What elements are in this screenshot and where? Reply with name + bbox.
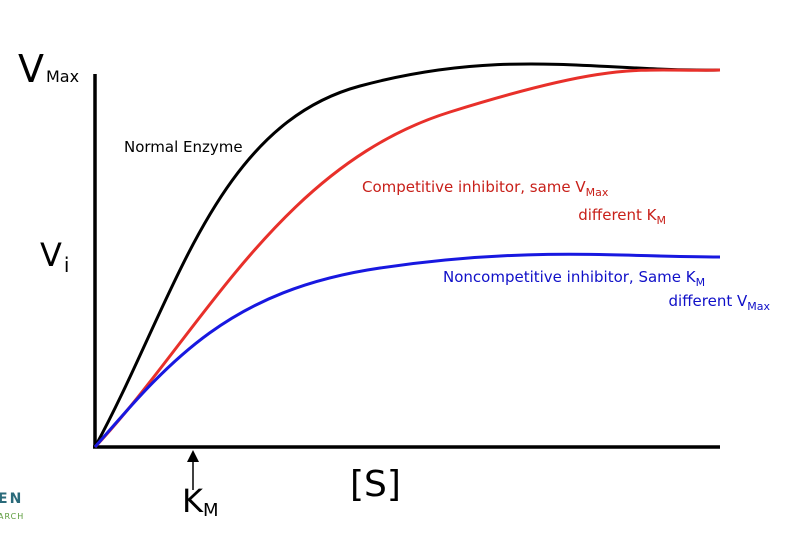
s-label: [S]: [350, 464, 401, 505]
logo-subtext: ARCH: [0, 512, 24, 521]
competitive-label: Competitive inhibitor, same VMax: [362, 178, 609, 199]
noncompetitive-label: Noncompetitive inhibitor, Same KM: [443, 268, 705, 289]
noncompetitive-curve: [93, 252, 721, 448]
noncompetitive-label-2: different VMax: [669, 292, 771, 313]
competitive-label-2: different KM: [578, 206, 666, 227]
vmax-label: V Max: [18, 47, 79, 91]
normal-curve: [93, 62, 721, 448]
km-arrow-head: [187, 450, 199, 462]
logo-text: EN: [0, 491, 23, 507]
competitive-curve: [93, 68, 721, 449]
normal-label: Normal Enzyme: [124, 138, 243, 156]
km-label: KM: [182, 482, 219, 521]
